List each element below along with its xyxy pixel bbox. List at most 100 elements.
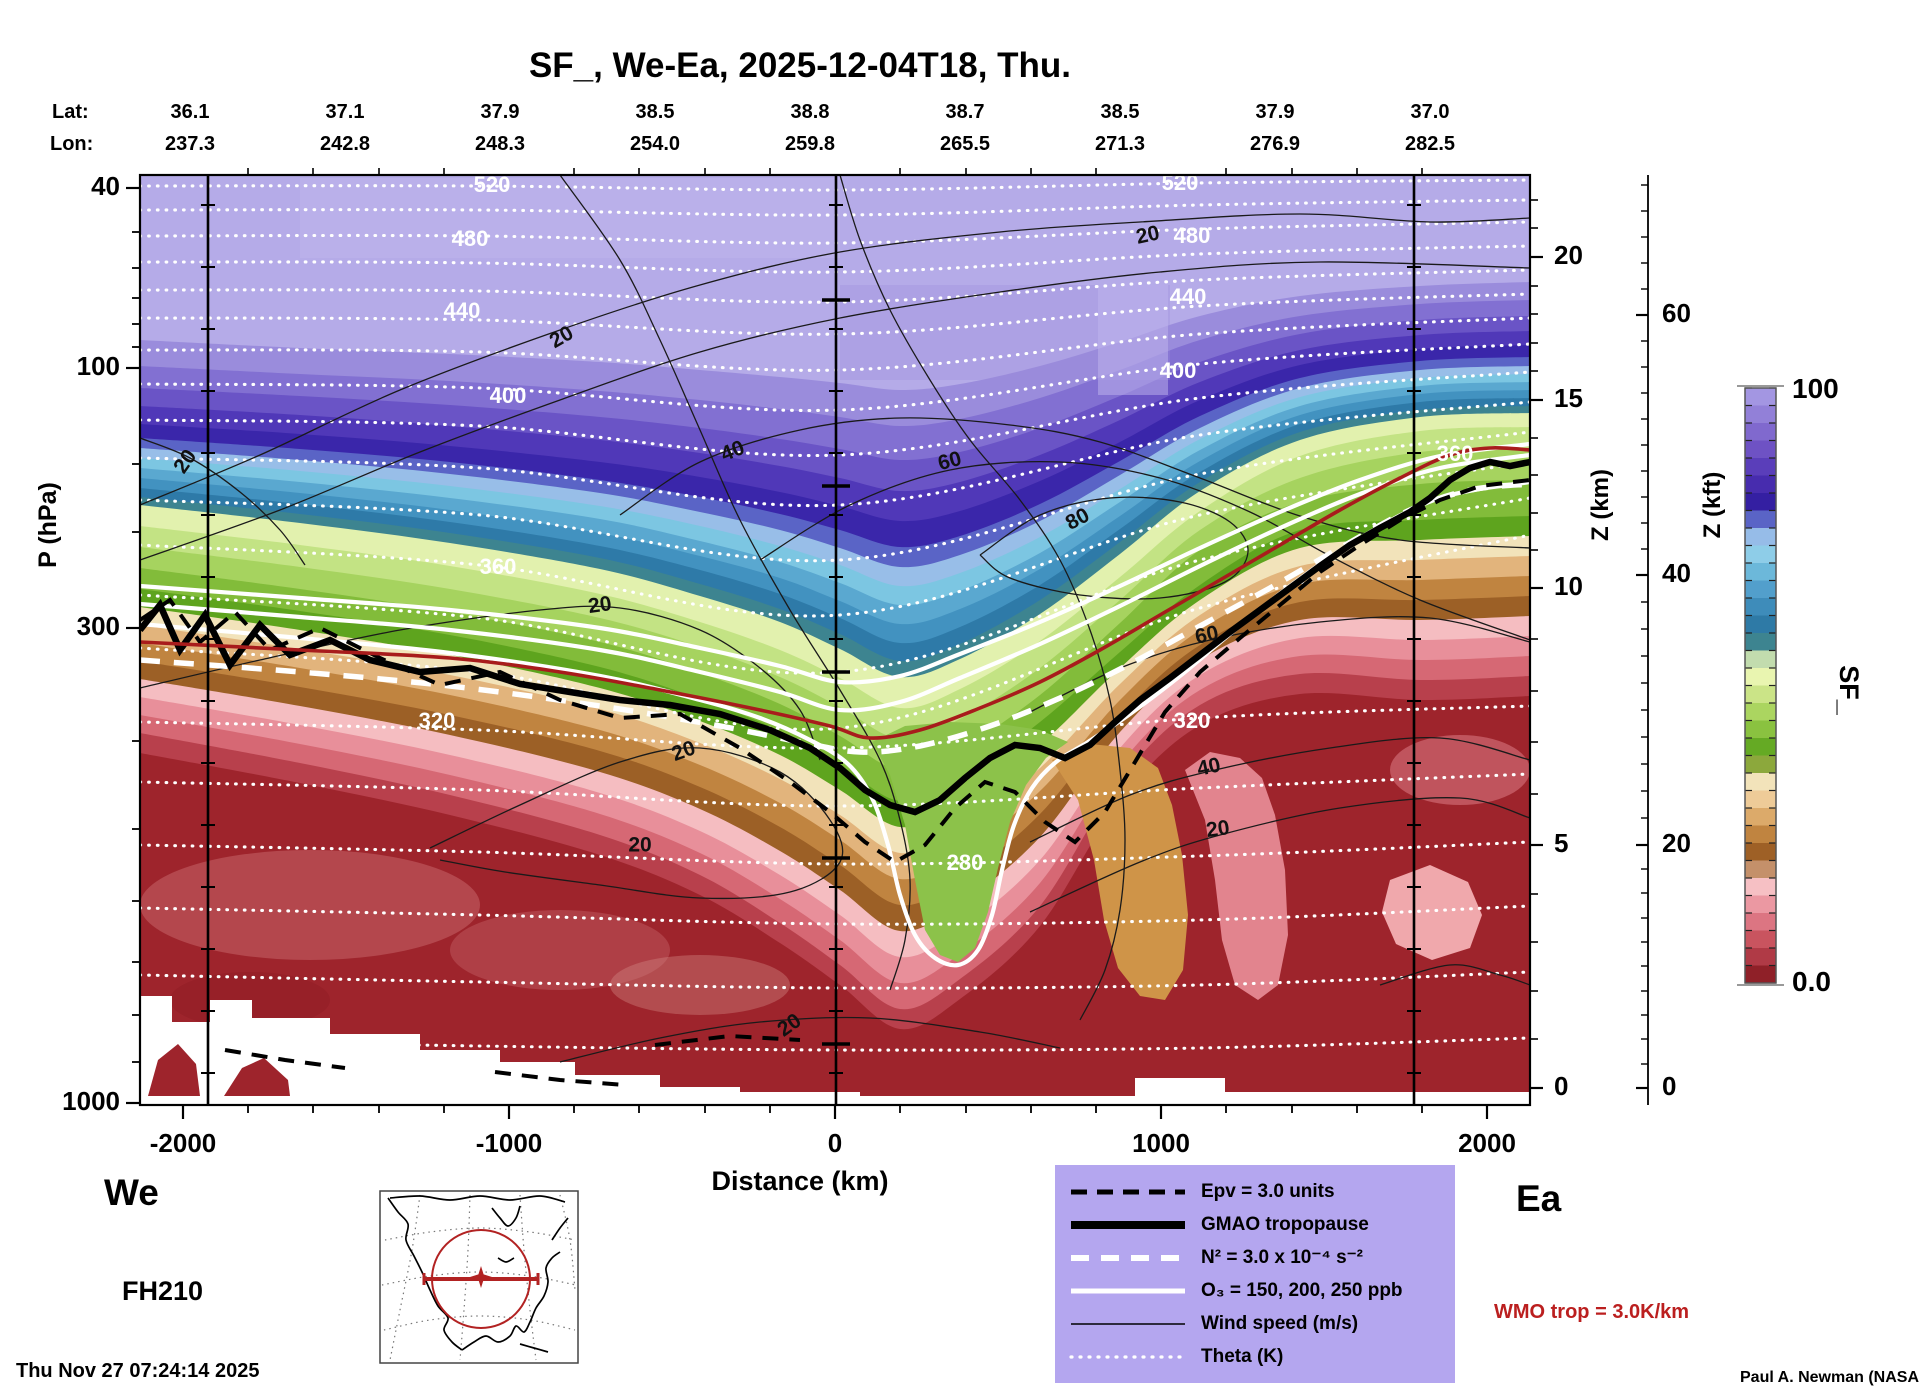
wind-speed-label: 60 [1193, 621, 1221, 648]
map-coastline [491, 1205, 521, 1227]
colorbar-cell [1745, 948, 1776, 967]
terrain-blob [148, 1044, 200, 1096]
colorbar-cell [1745, 668, 1776, 687]
theta-label: 320 [419, 708, 456, 733]
colorbar-cell [1745, 685, 1776, 704]
forecast-hour-label: FH210 [122, 1276, 204, 1306]
wind-speed-label: 20 [587, 592, 613, 618]
theta-contour [140, 370, 1530, 458]
zkm-tick-label: 5 [1554, 828, 1568, 858]
lon-row-label: Lon: [50, 133, 94, 155]
theta-label: 360 [1437, 441, 1474, 466]
wind-contour [559, 175, 911, 991]
legend-item-label: Wind speed (m/s) [1201, 1312, 1359, 1334]
x-axis-tick-label: 0 [828, 1128, 842, 1158]
colorbar-cell [1745, 580, 1776, 599]
lat-value: 37.0 [1410, 101, 1450, 123]
colorbar-cell [1745, 405, 1776, 424]
colorbar-cell [1745, 650, 1776, 669]
colorbar-cell [1745, 738, 1776, 757]
lat-value: 38.7 [945, 101, 985, 123]
zkm-tick-label: 20 [1554, 240, 1583, 270]
wind-contour [1029, 737, 1530, 843]
p-axis-tick-label: 40 [91, 171, 120, 201]
legend-item: N² = 3.0 x 10⁻⁴ s⁻² [1069, 1241, 1455, 1274]
wind-contour [759, 460, 1530, 641]
shade-patch [450, 910, 670, 990]
theta-contour [140, 460, 1530, 618]
legend-item-label: GMAO tropopause [1201, 1213, 1369, 1235]
wind-speed-label: 20 [628, 834, 651, 857]
zkm-axis-title: Z (km) [1587, 469, 1614, 541]
colorbar-cell [1745, 563, 1776, 582]
creation-timestamp: Thu Nov 27 07:24:14 2025 [16, 1360, 260, 1382]
theta-contour [140, 198, 1530, 217]
wind-contour [1379, 964, 1530, 986]
theta-contour [140, 292, 1530, 336]
wind-contour [559, 1016, 1061, 1063]
epv-contour [654, 1033, 801, 1047]
lat-value: 38.8 [790, 101, 830, 123]
theta-label: 360 [480, 554, 517, 579]
gmao-tropopause-line [140, 458, 1530, 816]
colorbar-cell [1745, 388, 1776, 407]
ozone-contour [140, 441, 1530, 685]
lon-value: 282.5 [1404, 133, 1456, 155]
lat-value: 37.9 [1255, 101, 1295, 123]
theta-label: 480 [1174, 223, 1211, 248]
shade-patch [610, 955, 790, 1015]
colorbar-cell [1745, 755, 1776, 774]
theta-contour [140, 704, 1530, 750]
lon-value: 248.3 [474, 133, 526, 155]
theta-contour [140, 342, 1530, 413]
band-fill [140, 692, 1530, 1105]
fold-finger [872, 722, 1068, 962]
colorbar-cell [1745, 458, 1776, 477]
theta-contour [140, 400, 1530, 508]
lat-value: 37.9 [480, 101, 520, 123]
terrain-cutout [140, 996, 1530, 1105]
chart-title: SF_, We-Ea, 2025-12-04T18, Thu. [528, 46, 1072, 85]
colorbar-title: SF_ [1834, 665, 1864, 716]
legend-line-swatch [1071, 1220, 1185, 1229]
theta-contour [140, 268, 1530, 304]
theta-contour [140, 1036, 1530, 1052]
colorbar-frame [1744, 387, 1777, 984]
zkft-tick-label: 20 [1662, 828, 1691, 858]
colorbar-cell [1745, 773, 1776, 792]
map-coastline [551, 1217, 569, 1241]
wind-contour [839, 175, 1126, 1021]
wind-contour [429, 747, 844, 900]
legend-item-label: O₃ = 150, 200, 250 ppb [1201, 1279, 1403, 1301]
theta-label: 520 [1162, 170, 1199, 195]
zkm-tick-label: 10 [1554, 571, 1583, 601]
wind-contour [619, 417, 1530, 549]
legend-item-label: Theta (K) [1201, 1345, 1284, 1367]
colorbar-cell [1745, 510, 1776, 529]
legend-line-swatch [1069, 1354, 1187, 1359]
wmo-tropopause-line [140, 446, 1530, 740]
x-axis-tick-label: 1000 [1132, 1128, 1190, 1158]
x-axis-tick-label: -1000 [476, 1128, 543, 1158]
colorbar-cell [1745, 860, 1776, 879]
shade-patch [1098, 285, 1168, 395]
colorbar-max-label: 100 [1792, 373, 1839, 404]
colorbar-cell [1745, 808, 1776, 827]
colorbar-cell [1745, 790, 1776, 809]
p-axis-tick-label: 100 [77, 351, 120, 381]
fold-finger [1052, 744, 1188, 1000]
plot-interior: 520 520 480 480 440 440 400 400 360 360 320 320 280 2… [140, 170, 1530, 1105]
colorbar-cell [1745, 528, 1776, 547]
lat-value: 38.5 [1100, 101, 1140, 123]
p-axis-title: P (hPa) [34, 482, 62, 568]
legend-item-label: Epv = 3.0 units [1201, 1180, 1335, 1202]
theta-label: 400 [1160, 358, 1197, 383]
legend-line-swatch [1071, 1189, 1185, 1194]
theta-contour [140, 970, 1530, 990]
colorbar-cell [1745, 843, 1776, 862]
colorbar-cell [1745, 965, 1776, 984]
map-content [381, 1194, 577, 1361]
lat-row-label: Lat: [52, 101, 89, 123]
